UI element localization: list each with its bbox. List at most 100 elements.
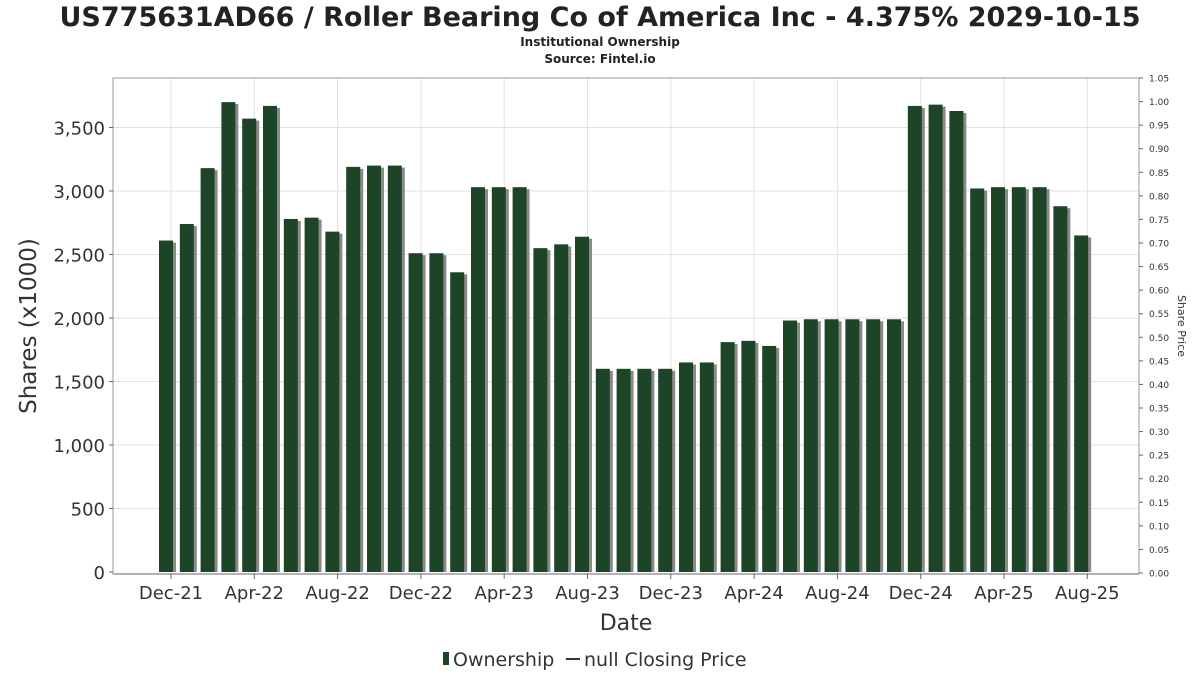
bar[interactable]	[304, 217, 319, 573]
x-tick-label: Dec-21	[139, 583, 203, 604]
x-tick-label: Dec-24	[889, 583, 953, 604]
y-tick-label: 1,000	[53, 436, 105, 457]
y-tick-label: 3,500	[53, 119, 105, 140]
bar[interactable]	[263, 105, 277, 572]
bar[interactable]	[783, 320, 797, 572]
bar[interactable]	[949, 110, 964, 573]
x-axis-label: Date	[600, 611, 653, 636]
legend-swatch-ownership	[443, 652, 449, 665]
bar[interactable]	[1053, 206, 1068, 573]
bar[interactable]	[928, 104, 943, 572]
x-tick-label: Aug-23	[555, 583, 620, 604]
bar[interactable]	[907, 105, 922, 572]
x-tick-label: Aug-24	[805, 583, 870, 604]
x-axis-ticks: Dec-21 Apr-22 Aug-22 Dec-22 Apr-23 Aug-23 Dec-…	[139, 574, 1120, 604]
y2-tick-label: 0.55	[1149, 310, 1169, 320]
bar-series-ownership	[159, 102, 1092, 573]
y2-tick-label: 0.95	[1149, 122, 1169, 132]
bar[interactable]	[283, 218, 298, 572]
y2-tick-label: 0.00	[1149, 570, 1169, 580]
bar[interactable]	[512, 187, 527, 572]
legend: Ownership null Closing Price	[443, 649, 747, 671]
y-tick-label: 2,000	[53, 309, 105, 330]
bar[interactable]	[429, 253, 444, 573]
bar[interactable]	[991, 187, 1005, 572]
bar[interactable]	[575, 236, 589, 572]
bar[interactable]	[1032, 187, 1047, 572]
bar[interactable]	[491, 187, 506, 572]
bar[interactable]	[762, 345, 777, 572]
bar[interactable]	[367, 165, 381, 572]
bar[interactable]	[595, 368, 610, 572]
bar[interactable]	[887, 319, 901, 572]
bar[interactable]	[658, 368, 673, 572]
y2-tick-label: 0.90	[1149, 145, 1169, 155]
bar[interactable]	[616, 368, 631, 572]
bar[interactable]	[720, 342, 735, 572]
bar[interactable]	[346, 166, 361, 572]
chart-title: US775631AD66 / Roller Bearing Co of Amer…	[59, 2, 1141, 33]
y2-tick-label: 1.05	[1149, 75, 1169, 85]
legend-label-price[interactable]: null Closing Price	[584, 649, 747, 671]
bar[interactable]	[741, 340, 756, 572]
y-tick-label: 2,500	[53, 246, 105, 267]
y-axis-label: Shares (x1000)	[16, 238, 42, 414]
y-tick-label: 1,500	[53, 373, 105, 394]
bar[interactable]	[221, 102, 236, 572]
bar[interactable]	[179, 224, 194, 572]
x-tick-label: Dec-22	[389, 583, 453, 604]
y2-tick-label: 0.75	[1149, 216, 1169, 226]
y-tick-label: 500	[71, 500, 105, 521]
bar[interactable]	[450, 272, 465, 572]
chart-subtitle: Institutional Ownership	[520, 35, 680, 49]
x-tick-label: Apr-22	[225, 583, 284, 604]
y2-tick-label: 1.00	[1149, 98, 1169, 108]
y2-axis-ticks: 0.00 0.05 0.10 0.15 0.20 0.25 0.30 0.35 0.40 0.45…	[1139, 75, 1169, 580]
bar[interactable]	[471, 187, 485, 572]
x-tick-label: Dec-23	[639, 583, 703, 604]
y2-tick-label: 0.15	[1149, 499, 1169, 509]
y-axis-ticks: 0 500 1,000 1,500 2,000 2,500 3,000 3,500	[53, 119, 113, 584]
bar[interactable]	[866, 319, 881, 572]
chart-source: Source: Fintel.io	[544, 52, 656, 66]
y2-tick-label: 0.50	[1149, 334, 1169, 344]
bar[interactable]	[554, 244, 569, 572]
y2-tick-label: 0.20	[1149, 475, 1169, 485]
bar[interactable]	[637, 368, 652, 572]
bar[interactable]	[845, 319, 860, 572]
x-tick-label: Aug-22	[305, 583, 370, 604]
bar[interactable]	[159, 240, 173, 572]
bar[interactable]	[679, 362, 693, 572]
y2-tick-label: 0.70	[1149, 240, 1169, 250]
legend-label-ownership[interactable]: Ownership	[453, 649, 554, 671]
bar[interactable]	[533, 248, 548, 572]
bar[interactable]	[1074, 235, 1089, 572]
x-tick-label: Aug-25	[1055, 583, 1120, 604]
bar[interactable]	[387, 165, 402, 572]
bar[interactable]	[200, 168, 215, 572]
bar[interactable]	[699, 362, 714, 572]
y2-tick-label: 0.40	[1149, 381, 1169, 391]
y-tick-label: 0	[94, 563, 105, 584]
bar[interactable]	[970, 188, 985, 572]
bar[interactable]	[242, 118, 257, 573]
y2-tick-label: 0.25	[1149, 452, 1169, 462]
y2-tick-label: 0.85	[1149, 169, 1169, 179]
y2-tick-label: 0.10	[1149, 522, 1169, 532]
y2-tick-label: 0.65	[1149, 263, 1169, 273]
y2-tick-label: 0.35	[1149, 405, 1169, 415]
bar[interactable]	[1011, 187, 1026, 572]
x-tick-label: Apr-23	[475, 583, 534, 604]
bar[interactable]	[325, 231, 340, 572]
y2-tick-label: 0.05	[1149, 546, 1169, 556]
bar[interactable]	[803, 319, 818, 572]
x-tick-label: Apr-25	[974, 583, 1033, 604]
x-tick-label: Apr-24	[724, 583, 783, 604]
y-tick-label: 3,000	[53, 182, 105, 203]
y2-axis-label: Share Price	[1175, 295, 1188, 357]
y2-tick-label: 0.80	[1149, 192, 1169, 202]
bar[interactable]	[408, 253, 423, 573]
y2-tick-label: 0.30	[1149, 428, 1169, 438]
bar[interactable]	[824, 319, 839, 572]
y2-tick-label: 0.45	[1149, 357, 1169, 367]
